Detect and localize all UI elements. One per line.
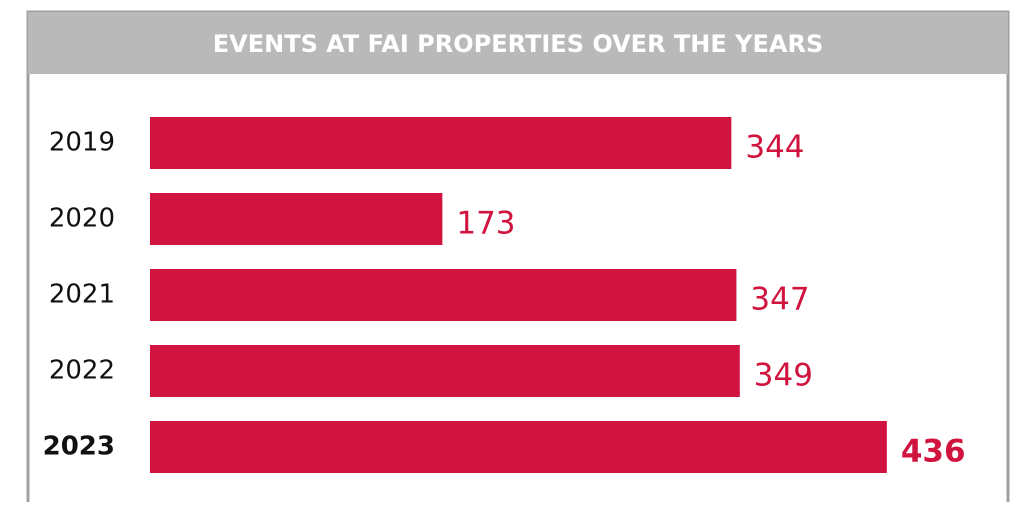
header-band (28, 12, 1008, 74)
value-label: 436 (901, 434, 966, 470)
bar (150, 193, 443, 245)
value-label: 344 (745, 130, 804, 166)
value-label: 173 (456, 206, 515, 242)
bar (150, 421, 887, 473)
value-label: 349 (754, 358, 813, 394)
chart-title: EVENTS AT FAI PROPERTIES OVER THE YEARS (213, 30, 823, 58)
y-tick-label: 2022 (49, 356, 115, 386)
bar (150, 117, 732, 169)
y-tick-label: 2019 (49, 128, 115, 158)
bar (150, 269, 737, 321)
y-tick-label: 2020 (49, 204, 115, 234)
y-tick-label: 2021 (49, 280, 115, 310)
bar (150, 345, 740, 397)
y-tick-label: 2023 (43, 432, 115, 462)
value-label: 347 (750, 282, 809, 318)
